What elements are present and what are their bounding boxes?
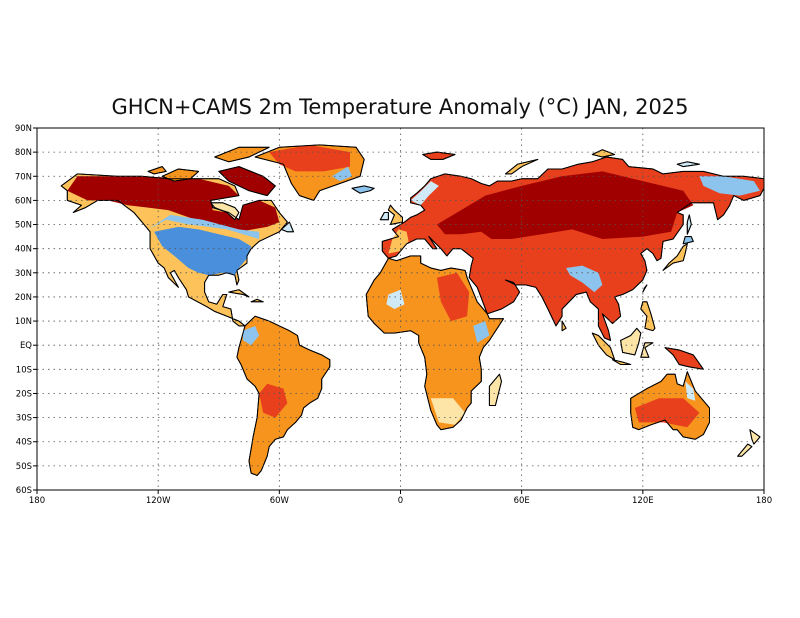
- region-greenland-cool: [331, 166, 352, 182]
- lat-tick-label: EQ: [20, 341, 32, 351]
- coastline-japan: [662, 243, 688, 271]
- lon-tick-label: 180: [756, 496, 772, 506]
- region-china-warm: [608, 248, 641, 285]
- coastline-severnaya-zemlya: [591, 149, 616, 158]
- lat-tick-label: 10S: [16, 365, 32, 375]
- lat-tick-label: 40S: [16, 438, 32, 448]
- coastline-new-zealand-south: [737, 443, 753, 457]
- coastline-south-america: [236, 315, 331, 476]
- region-west-europe-mild: [388, 229, 409, 254]
- lat-tick-label: 60S: [16, 486, 32, 496]
- coastline-borneo: [620, 327, 642, 356]
- coastline-banks-island: [147, 166, 167, 175]
- coastline-australia: [630, 371, 710, 440]
- region-east-siberia-cool: [699, 176, 760, 196]
- coastline-ireland: [379, 212, 389, 221]
- coastline-ellesmere-island: [214, 146, 270, 163]
- region-southern-africa-neutral: [430, 398, 466, 425]
- map-title: GHCN+CAMS 2m Temperature Anomaly (°C) JA…: [111, 95, 688, 119]
- graticule: [37, 128, 764, 490]
- lat-tick-label: 30N: [15, 269, 32, 279]
- lon-tick-label: 180: [29, 496, 45, 506]
- lon-tick-label: 0: [398, 496, 403, 506]
- region-patagonia-warm: [259, 383, 288, 418]
- coastline-new-guinea: [664, 347, 704, 370]
- coastline-newfoundland: [280, 221, 294, 233]
- coastline-victoria-island: [161, 168, 200, 182]
- region-us-cold: [154, 226, 252, 276]
- lon-tick-label: 60W: [270, 496, 290, 506]
- coastline-novaya-zemlya: [505, 158, 539, 175]
- region-greenland-warm: [269, 144, 350, 172]
- region-scandinavia-cool: [410, 181, 439, 206]
- coastline-north-america: [60, 173, 288, 327]
- lat-tick-label: 20S: [16, 389, 32, 399]
- lat-tick-label: 20N: [15, 293, 32, 303]
- coastline-greenland: [254, 144, 365, 201]
- lat-tick-label: 50S: [16, 462, 32, 472]
- coastline-new-zealand-north: [749, 429, 761, 445]
- region-us-cool-edge: [148, 214, 260, 239]
- lat-tick-label: 10N: [15, 317, 32, 327]
- lat-tick-label: 80N: [15, 148, 32, 158]
- lon-tick-label: 120W: [146, 496, 171, 506]
- lat-tick-label: 70N: [15, 172, 32, 182]
- lat-tick-label: 50N: [15, 221, 32, 231]
- region-east-africa-cool: [473, 321, 490, 343]
- coastline-cuba: [228, 289, 250, 298]
- coastline-baffin-island: [218, 166, 276, 197]
- lon-tick-label: 120E: [632, 496, 654, 506]
- coastline-new-siberian-islands: [676, 161, 700, 168]
- lon-tick-label: 60E: [514, 496, 530, 506]
- coastline-philippines: [640, 301, 656, 332]
- region-sahel-cool: [386, 289, 405, 309]
- lat-tick-label: 30S: [16, 414, 32, 424]
- region-tibet-cool: [566, 265, 603, 293]
- lat-tick-label: 40N: [15, 245, 32, 255]
- coastline-hispaniola: [250, 298, 264, 303]
- coastline-sakhalin: [686, 214, 692, 235]
- coastline-madagascar: [488, 373, 502, 406]
- coastline-eurasia: [381, 156, 765, 341]
- region-australia-warm: [634, 398, 700, 428]
- coastline-sri-lanka: [561, 320, 567, 332]
- axis-ticks: 90N 80N 70N 60N 50N 40N 30N 20N 10N EQ 10S 20S 30S 40…: [15, 124, 772, 506]
- region-sahara-warm: [436, 272, 470, 322]
- coastline-hudson-bay: [210, 202, 240, 221]
- coastline-iceland: [351, 185, 375, 194]
- region-australia-cool: [685, 381, 696, 401]
- coastline-taiwan: [642, 284, 648, 293]
- coastline-hokkaido: [682, 236, 694, 245]
- region-canada-arctic-warm: [67, 176, 280, 232]
- coastline-great-britain: [387, 204, 403, 225]
- coastline-africa: [365, 255, 504, 431]
- region-russia-warm: [436, 171, 694, 239]
- coastline-java: [612, 359, 632, 365]
- region-colombia-cool: [243, 325, 260, 346]
- coastline-svalbard: [422, 151, 456, 160]
- lat-tick-label: 90N: [15, 124, 32, 134]
- lat-tick-label: 60N: [15, 196, 32, 206]
